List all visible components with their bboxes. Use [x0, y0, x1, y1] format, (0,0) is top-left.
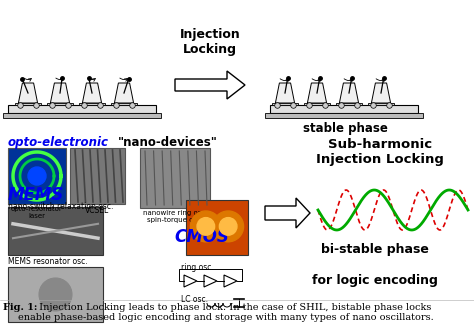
Circle shape [28, 167, 46, 185]
Text: enable phase-based logic encoding and storage with many types of nano oscillator: enable phase-based logic encoding and st… [18, 313, 434, 322]
Polygon shape [114, 83, 134, 103]
Text: stable phase: stable phase [302, 122, 387, 135]
Circle shape [197, 217, 215, 235]
Bar [337, 103, 362, 106]
Bar [8, 148, 66, 204]
Text: nano-switch relaxation osc.: nano-switch relaxation osc. [8, 202, 113, 211]
Circle shape [219, 217, 237, 235]
Bar [15, 103, 41, 106]
Bar [47, 103, 73, 106]
Text: Sub-harmonic
Injection Locking: Sub-harmonic Injection Locking [316, 138, 444, 166]
Text: "nano-devices": "nano-devices" [118, 136, 218, 149]
Text: MEMS resonator osc.: MEMS resonator osc. [8, 257, 88, 266]
Bar [186, 200, 248, 255]
Bar [8, 267, 103, 322]
Bar [111, 103, 137, 106]
Bar [3, 113, 161, 118]
Polygon shape [339, 83, 359, 103]
Text: bi-stable phase: bi-stable phase [321, 243, 429, 256]
Bar [270, 105, 418, 113]
Circle shape [213, 211, 244, 242]
Bar [8, 105, 156, 113]
Circle shape [191, 211, 221, 242]
Text: VCSEL: VCSEL [85, 206, 109, 215]
Text: MEMS: MEMS [8, 186, 64, 204]
Bar [265, 113, 423, 118]
Text: for logic encoding: for logic encoding [312, 274, 438, 287]
Text: Fig. 1:: Fig. 1: [3, 303, 37, 312]
Polygon shape [175, 71, 245, 99]
Bar [273, 103, 298, 106]
Bar [368, 103, 393, 106]
Text: LC osc.: LC osc. [181, 295, 208, 304]
Bar [8, 207, 103, 255]
Polygon shape [372, 83, 391, 103]
Text: ring osc.: ring osc. [181, 263, 214, 272]
Text: nanowire ring osc.
spin-torque osc.: nanowire ring osc. spin-torque osc. [143, 210, 207, 223]
Polygon shape [275, 83, 295, 103]
Bar [80, 103, 105, 106]
Polygon shape [82, 83, 101, 103]
Bar [70, 148, 125, 204]
Text: Injection
Locking: Injection Locking [180, 28, 240, 56]
Bar [140, 148, 210, 208]
Text: CMOS: CMOS [174, 228, 229, 246]
Text: opto-resonator
laser: opto-resonator laser [11, 206, 63, 219]
Circle shape [39, 278, 72, 311]
Text: opto-electronic: opto-electronic [8, 136, 109, 149]
Polygon shape [308, 83, 327, 103]
Text: Injection Locking leads to phase lock. In the case of SHIL, bistable phase locks: Injection Locking leads to phase lock. I… [36, 303, 431, 312]
Polygon shape [18, 83, 37, 103]
Bar [304, 103, 329, 106]
Polygon shape [265, 198, 310, 228]
Polygon shape [50, 83, 70, 103]
